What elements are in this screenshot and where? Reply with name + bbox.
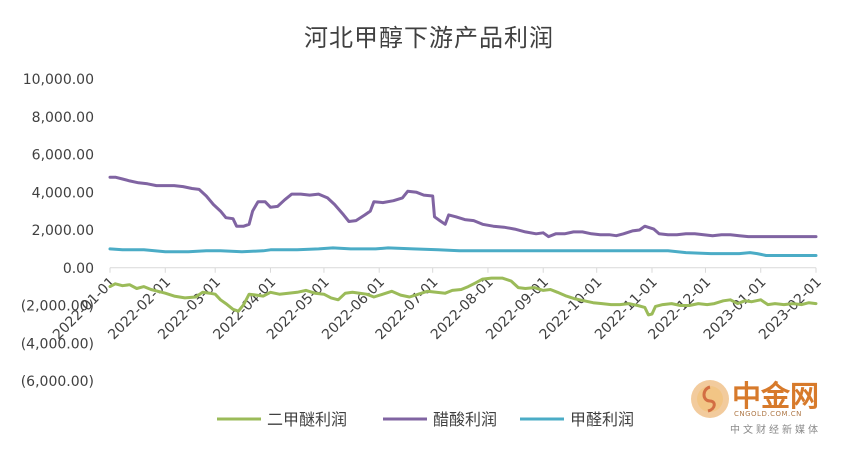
y-tick-label: (4,000.00)	[21, 336, 94, 352]
watermark-brand: 中金网	[732, 379, 820, 413]
y-tick-label: 6,000.00	[32, 148, 94, 164]
chart-title: 河北甲醇下游产品利润	[304, 24, 554, 52]
y-tick-label: (2,000.00)	[21, 299, 94, 315]
y-tick-label: 2,000.00	[32, 223, 94, 239]
y-tick-label: (6,000.00)	[21, 374, 94, 390]
series-line-1	[108, 276, 818, 317]
y-tick-label: 8,000.00	[32, 110, 94, 126]
legend-label: 醋酸利润	[433, 410, 497, 429]
legend-label: 二甲醚利润	[267, 410, 347, 429]
watermark-domain: CNGOLD.COM.CN	[734, 410, 802, 418]
legend-label: 甲醛利润	[570, 410, 634, 429]
y-tick-label: 10,000.00	[23, 72, 94, 88]
watermark-tagline: 中文财经新媒体	[730, 425, 821, 436]
coin-swirl-logo	[691, 380, 729, 418]
y-tick-label: 4,000.00	[32, 185, 94, 201]
y-tick-label: 0.00	[63, 261, 94, 277]
series-line-3	[108, 246, 818, 257]
watermark: 中金网 CNGOLD.COM.CN 中文财经新媒体	[688, 373, 838, 443]
series-line-2	[108, 175, 818, 239]
